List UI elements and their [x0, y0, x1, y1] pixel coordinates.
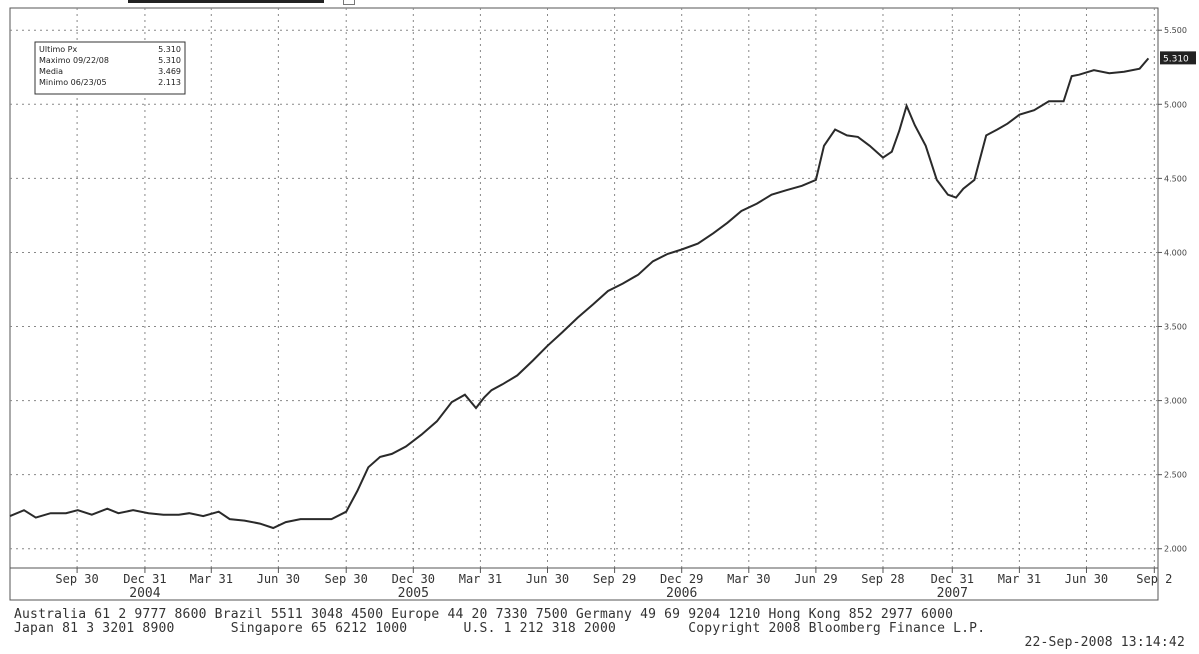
y-tick-label: 3.000 — [1164, 397, 1187, 406]
y-tick-label: 3.500 — [1164, 323, 1187, 332]
legend-label: Minimo 06/23/05 — [39, 78, 107, 87]
y-axis: 2.000 2.500 3.000 3.500 4.000 4.500 5.000 5.500 — [1158, 26, 1187, 554]
x-tick-label: Jun 30 — [257, 572, 300, 586]
x-tick-label: Jun 30 — [526, 572, 569, 586]
x-tick-label: Mar 31 — [459, 572, 502, 586]
x-tick-label: Dec 31 — [123, 572, 166, 586]
y-tick-label: 4.500 — [1164, 174, 1187, 183]
y-tick-label: 4.000 — [1164, 248, 1187, 257]
header-box — [343, 0, 355, 5]
legend: Ultimo Px 5.310 Maximo 09/22/08 5.310 Media 3… — [34, 41, 186, 95]
last-value-bg — [1160, 51, 1196, 65]
x-tick-label: Sep 30 — [325, 572, 368, 586]
x-tick-label: Jun 29 — [794, 572, 837, 586]
x-year-label: 2007 — [937, 586, 968, 601]
x-year-label: 2004 — [129, 586, 160, 601]
series-line — [9, 57, 1150, 530]
x-tick-label: Jun 30 — [1065, 572, 1108, 586]
legend-value: 3.469 — [158, 67, 181, 76]
header-bar — [128, 0, 324, 3]
x-tick-label: Sep 30 — [55, 572, 98, 586]
x-year-label: 2006 — [666, 586, 697, 601]
x-tick-label: Mar 30 — [727, 572, 770, 586]
y-tick-label: 5.500 — [1164, 26, 1187, 35]
y-tick-label: 5.000 — [1164, 100, 1187, 109]
legend-label: Media — [39, 67, 63, 76]
x-tick-label: Dec 29 — [660, 572, 703, 586]
x-tick-label: Dec 31 — [931, 572, 974, 586]
legend-value: 5.310 — [158, 45, 181, 54]
footer-timestamp: 22-Sep-2008 13:14:42 — [1024, 635, 1185, 650]
x-year-label: 2005 — [398, 586, 429, 601]
legend-box — [34, 41, 186, 95]
price-chart: 2.000 2.500 3.000 3.500 4.000 4.500 5.000 5.500… — [9, 7, 1196, 601]
x-axis: Sep 30 Dec 31 Mar 31 Jun 30 Sep 30 Dec 30 Mar … — [10, 567, 1172, 601]
x-tick-label: Mar 31 — [190, 572, 233, 586]
footer-line-1: Australia 61 2 9777 8600 Brazil 5511 304… — [14, 607, 954, 622]
legend-value: 5.310 — [158, 56, 181, 65]
footer-line-2: Japan 81 3 3201 8900 Singapore 65 6212 1… — [14, 621, 986, 636]
last-value-marker: 5.310 — [1160, 51, 1196, 65]
plot-frame — [9, 7, 1159, 601]
legend-value: 2.113 — [158, 78, 181, 87]
legend-label: Ultimo Px — [39, 45, 77, 54]
x-tick-label: Dec 30 — [392, 572, 435, 586]
legend-label: Maximo 09/22/08 — [39, 56, 109, 65]
y-tick-label: 2.500 — [1164, 471, 1187, 480]
x-tick-label: Mar 31 — [998, 572, 1041, 586]
y-tick-label: 2.000 — [1164, 545, 1187, 554]
x-tick-label: Sep 2 — [1136, 572, 1172, 586]
x-tick-label: Sep 29 — [593, 572, 636, 586]
x-tick-label: Sep 28 — [861, 572, 904, 586]
last-value-label: 5.310 — [1163, 54, 1189, 64]
